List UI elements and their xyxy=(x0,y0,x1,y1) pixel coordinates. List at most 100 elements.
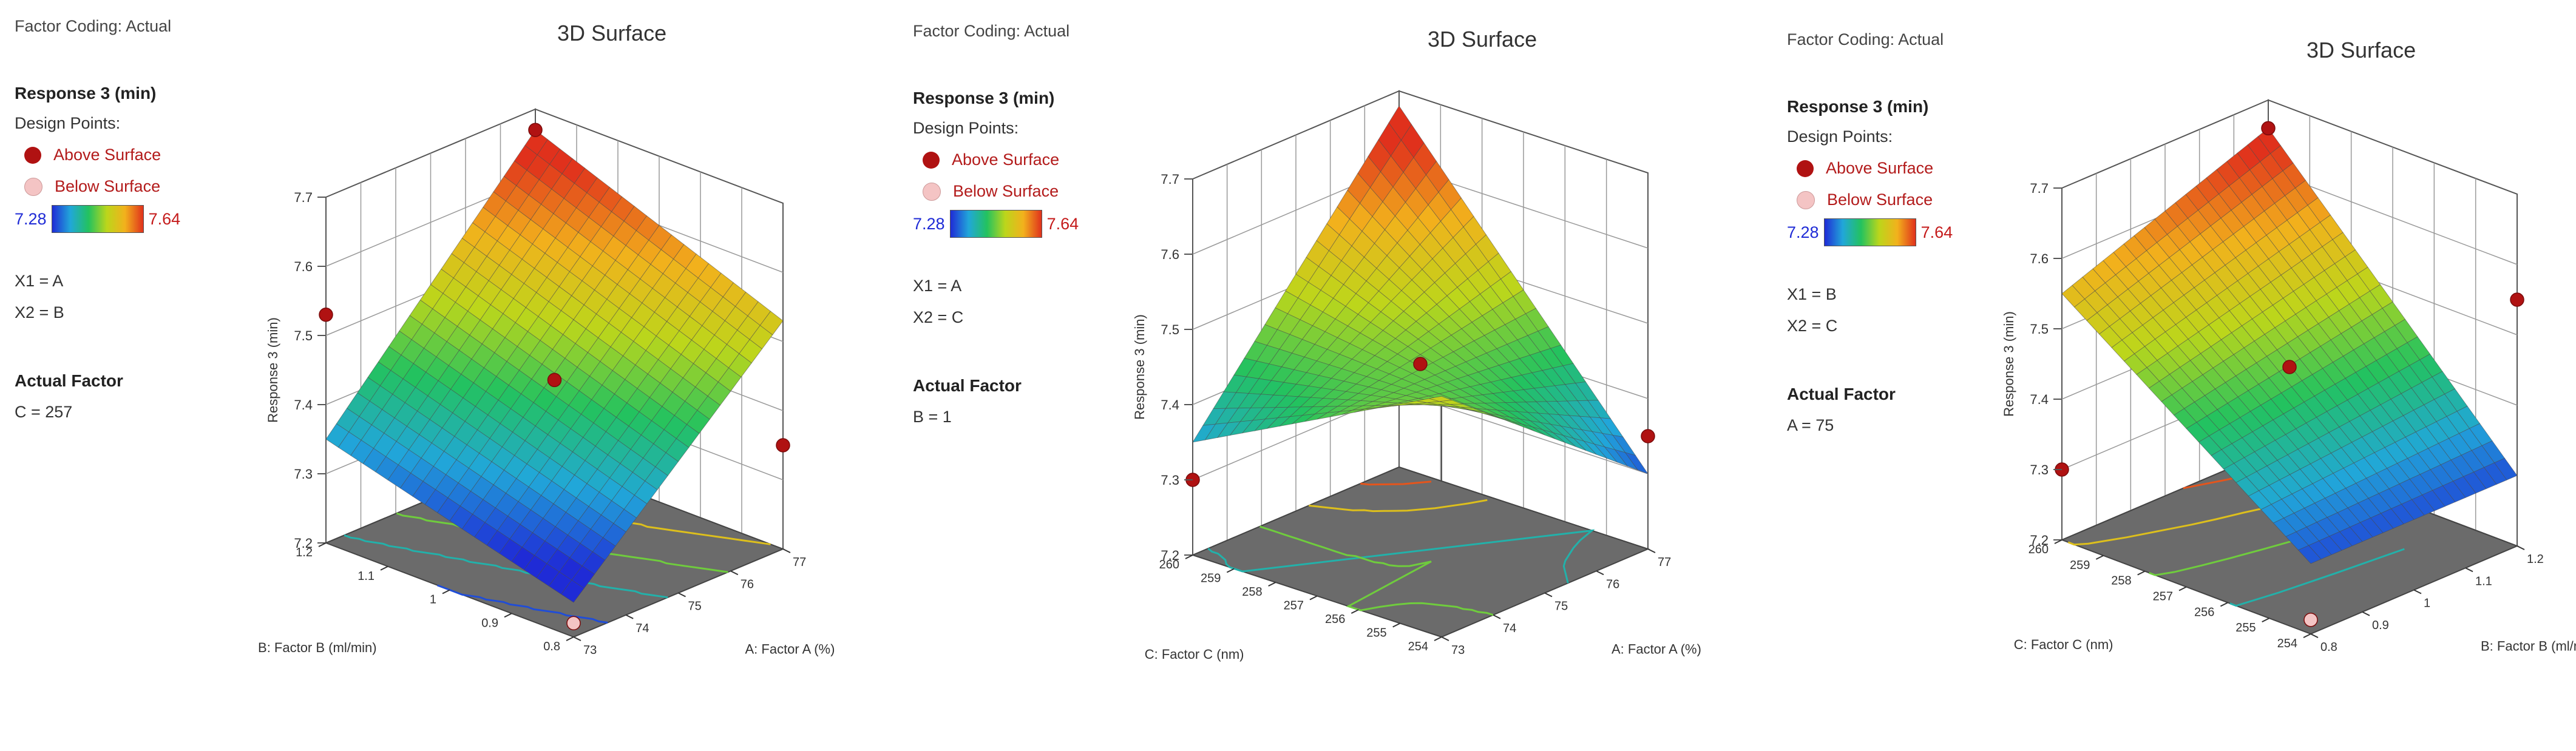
z-tick-label: 7.6 xyxy=(294,259,313,274)
factor-coding-label: Factor Coding: Actual xyxy=(1787,30,1944,49)
right-axis-tick xyxy=(2517,545,2525,550)
design-point xyxy=(1641,429,1655,443)
above-surface-label: Above Surface xyxy=(952,150,1060,169)
legend-below: Below Surface xyxy=(1797,190,1933,209)
right-axis-tick xyxy=(730,570,739,576)
left-axis-tick-label: 257 xyxy=(2153,590,2173,604)
right-axis-tick-label: 76 xyxy=(741,578,754,591)
below-surface-dot-icon xyxy=(24,177,42,196)
left-axis-tick xyxy=(1392,622,1401,628)
right-axis-tick-label: 74 xyxy=(636,622,649,635)
right-axis-tick-label: 73 xyxy=(583,644,597,657)
design-point xyxy=(2510,292,2524,307)
z-tick-label: 7.7 xyxy=(2030,181,2049,196)
left-axis-tick-label: 259 xyxy=(2070,559,2090,572)
x1-assignment: X1 = B xyxy=(1787,285,1837,303)
range-low: 7.28 xyxy=(15,209,47,228)
left-axis-tick xyxy=(1185,554,1193,559)
z-tick-label: 7.5 xyxy=(294,328,313,343)
surface-plot: 7.7 7.6 7.5 7.4 7.3 7.2 Response 3 (min) 260 259… xyxy=(1132,90,1701,662)
contour-line xyxy=(1207,529,1595,584)
left-axis-tick-label: 256 xyxy=(2194,605,2214,619)
response-surface xyxy=(325,129,784,603)
left-axis-tick-label: 255 xyxy=(1366,627,1386,640)
z-axis-label: Response 3 (min) xyxy=(1132,314,1147,420)
legend-below: Below Surface xyxy=(24,177,160,196)
left-axis-tick xyxy=(2262,618,2270,623)
left-axis-tick-label: 254 xyxy=(2277,637,2297,650)
left-axis-tick xyxy=(566,636,574,641)
chart-panel-3: Factor Coding: Actual Response 3 (min) D… xyxy=(1772,0,2576,751)
contour-line xyxy=(437,584,608,624)
contour-line xyxy=(1259,525,1494,616)
left-axis-tick-label: 254 xyxy=(1408,640,1428,653)
left-axis-tick-label: 258 xyxy=(2111,574,2131,588)
contour-line xyxy=(2229,548,2405,607)
z-tick-label: 7.5 xyxy=(1161,322,1179,337)
left-axis-tick xyxy=(1226,568,1235,573)
z-tick-label: 7.4 xyxy=(1161,397,1179,413)
right-axis-tick-label: 1 xyxy=(2424,597,2430,610)
right-axis-tick-label: 1.2 xyxy=(2527,553,2544,566)
left-axis-tick-label: 260 xyxy=(2029,543,2049,556)
z-tick-label: 7.4 xyxy=(294,397,313,413)
actual-factor-label: Actual Factor xyxy=(1787,385,1896,403)
design-points-label: Design Points: xyxy=(15,114,121,132)
right-axis-tick-label: 74 xyxy=(1503,622,1516,635)
z-tick-label: 7.6 xyxy=(1161,247,1179,262)
right-axis-tick-label: 73 xyxy=(1451,644,1465,657)
above-surface-dot-icon xyxy=(1797,160,1814,177)
left-axis-tick-label: 1.2 xyxy=(296,546,313,559)
right-axis-tick xyxy=(573,636,581,641)
right-axis-tick-label: 0.9 xyxy=(2372,619,2389,632)
color-gradient-bar xyxy=(1823,218,1916,246)
below-surface-label: Below Surface xyxy=(953,182,1059,200)
range-low: 7.28 xyxy=(1787,223,1819,241)
design-point xyxy=(547,372,562,388)
chart-panel-2: Factor Coding: Actual Response 3 (min) D… xyxy=(898,0,1772,751)
right-axis-tick xyxy=(2465,567,2473,573)
z-tick-label: 7.3 xyxy=(294,466,313,482)
chart-panel-1: Factor Coding: Actual Response 3 (min) D… xyxy=(0,0,898,751)
z-tick-label: 7.7 xyxy=(1161,172,1179,187)
right-axis-tick-label: 0.8 xyxy=(2320,641,2337,654)
design-point xyxy=(2261,121,2276,136)
response-label: Response 3 (min) xyxy=(1787,97,1929,116)
design-point xyxy=(566,616,581,630)
right-axis-label: B: Factor B (ml/min) xyxy=(2481,639,2576,654)
left-axis-tick-label: 255 xyxy=(2235,621,2256,635)
left-axis-tick xyxy=(380,565,388,571)
range-low: 7.28 xyxy=(913,214,945,233)
response-surface xyxy=(1192,106,1649,474)
left-axis-tick-label: 258 xyxy=(1242,585,1262,599)
x2-assignment: X2 = B xyxy=(15,303,64,322)
contour-line xyxy=(1360,480,1432,486)
z-tick-label: 7.2 xyxy=(1161,548,1179,563)
color-gradient-bar xyxy=(949,210,1042,238)
left-axis-tick xyxy=(442,589,450,594)
left-axis-tick xyxy=(318,542,327,547)
z-tick-label: 7.4 xyxy=(2030,392,2049,407)
design-point xyxy=(776,438,790,453)
z-tick-label: 7.2 xyxy=(294,536,313,551)
range-high: 7.64 xyxy=(148,209,181,228)
right-axis-tick xyxy=(625,614,634,619)
above-surface-label: Above Surface xyxy=(1826,159,1934,177)
left-axis-tick-label: 259 xyxy=(1201,572,1221,585)
left-axis-tick xyxy=(2220,602,2228,607)
left-axis-label: B: Factor B (ml/min) xyxy=(258,640,377,655)
right-axis-tick xyxy=(2413,589,2422,594)
color-scale: 7.28 7.64 xyxy=(15,205,180,233)
below-surface-dot-icon xyxy=(1797,190,1815,209)
above-surface-label: Above Surface xyxy=(53,146,161,164)
right-axis-tick xyxy=(782,548,791,553)
chart-title: 3D Surface xyxy=(2307,38,2416,62)
response-surface xyxy=(2061,127,2518,564)
left-axis-tick-label: 256 xyxy=(1325,613,1345,626)
surface-plot: 7.7 7.6 7.5 7.4 7.3 7.2 Response 3 (min) 260 259… xyxy=(2001,99,2576,654)
surface-cell xyxy=(561,579,585,603)
response-label: Response 3 (min) xyxy=(913,89,1055,107)
factor-coding-label: Factor Coding: Actual xyxy=(913,22,1070,40)
factor-coding-label: Factor Coding: Actual xyxy=(15,17,172,35)
right-axis-tick xyxy=(1544,592,1553,598)
